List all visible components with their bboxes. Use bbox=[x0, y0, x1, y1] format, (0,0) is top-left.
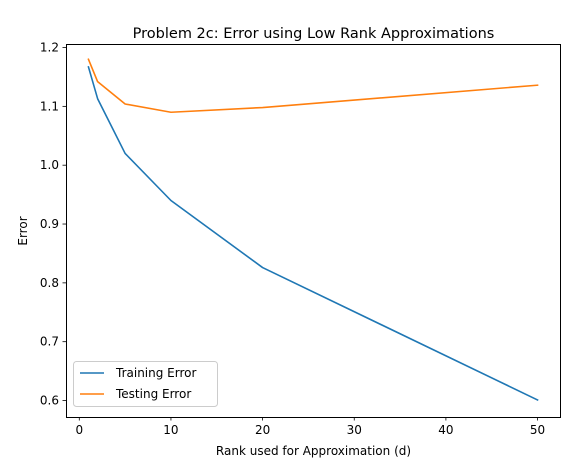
y-tick-label: 1.0 bbox=[40, 158, 59, 172]
x-axis: 0 10 20 30 40 50 bbox=[75, 417, 545, 437]
x-tick-label: 40 bbox=[438, 423, 453, 437]
y-tick-label: 0.6 bbox=[40, 394, 59, 408]
x-tick-label: 30 bbox=[347, 423, 362, 437]
series-layer bbox=[87, 58, 539, 402]
legend-label: Training Error bbox=[115, 366, 196, 380]
x-axis-label: Rank used for Approximation (d) bbox=[216, 444, 411, 458]
series-line-testing-error bbox=[87, 58, 539, 114]
series-line-training-error bbox=[87, 65, 539, 402]
y-tick-label: 0.9 bbox=[40, 217, 59, 231]
chart-title: Problem 2c: Error using Low Rank Approxi… bbox=[133, 26, 495, 42]
y-tick-label: 0.8 bbox=[40, 276, 59, 290]
y-tick-label: 1.1 bbox=[40, 99, 59, 113]
legend-items: Training Error Testing Error bbox=[80, 366, 196, 401]
x-tick-label: 20 bbox=[255, 423, 270, 437]
legend-frame bbox=[73, 361, 218, 407]
legend-label: Testing Error bbox=[115, 387, 191, 401]
x-tick-label: 50 bbox=[530, 423, 545, 437]
x-tick-label: 10 bbox=[163, 423, 178, 437]
y-tick-label: 0.7 bbox=[40, 335, 59, 349]
y-tick-label: 1.2 bbox=[40, 41, 59, 55]
x-tick-label: 0 bbox=[75, 423, 83, 437]
plot-area bbox=[66, 44, 561, 418]
y-axis-label: Error bbox=[16, 216, 30, 245]
legend: Training Error Testing Error bbox=[73, 361, 218, 407]
y-axis: 0.6 0.7 0.8 0.9 1.0 1.1 1.2 bbox=[40, 41, 66, 408]
plot-frame bbox=[66, 44, 561, 418]
